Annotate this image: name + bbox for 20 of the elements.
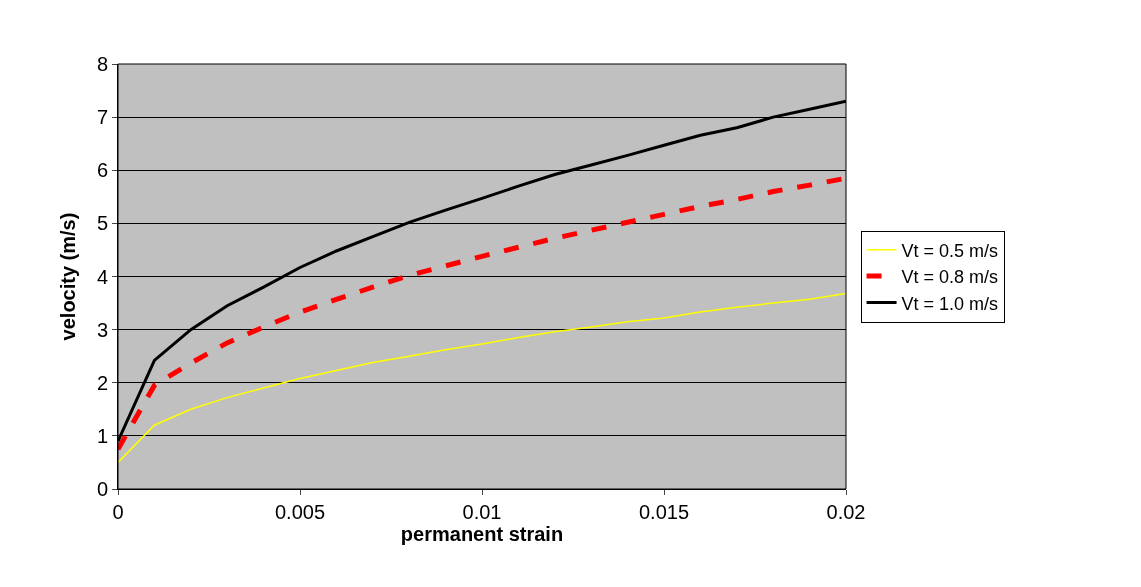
- y-tick-label: 4: [96, 265, 108, 288]
- y-tick-label: 7: [96, 106, 108, 129]
- legend-label: Vt = 1.0 m/s: [901, 293, 999, 314]
- y-tick-label: 5: [96, 212, 108, 235]
- x-tick-label: 0: [112, 501, 124, 523]
- x-tick-label: 0.02: [826, 501, 866, 523]
- x-tick-label: 0.015: [638, 501, 690, 523]
- legend-label: Vt = 0.5 m/s: [901, 240, 999, 261]
- y-tick-label: 1: [96, 424, 108, 447]
- y-tick-label: 8: [96, 53, 108, 75]
- x-tick-label: 0.005: [274, 501, 326, 523]
- legend-label: Vt = 0.8 m/s: [901, 267, 999, 288]
- x-axis-title: permanent strain: [400, 523, 564, 545]
- y-axis-title: velocity (m/s): [57, 212, 80, 341]
- x-tick-label: 0.01: [462, 501, 502, 523]
- y-tick-label: 6: [96, 159, 108, 182]
- y-tick-label: 2: [96, 371, 108, 394]
- y-tick-label: 3: [96, 318, 108, 341]
- y-tick-label: 0: [96, 478, 108, 500]
- line-series: [118, 292, 846, 464]
